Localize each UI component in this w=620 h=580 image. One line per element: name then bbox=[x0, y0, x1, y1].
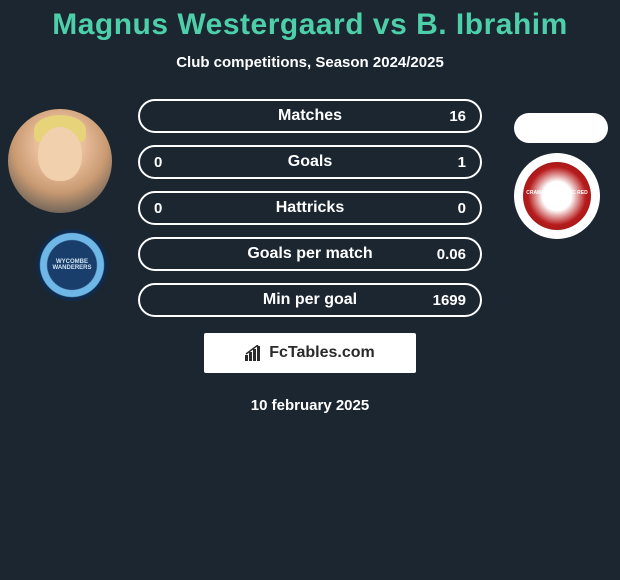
player-left-avatar bbox=[8, 109, 112, 213]
stat-left-value: 0 bbox=[154, 200, 162, 217]
table-row: 0 Goals 1 bbox=[138, 145, 482, 179]
stat-label: Min per goal bbox=[263, 291, 357, 309]
club-right-badge: CRAWLEY TOWN FC RED DEVILS bbox=[514, 153, 600, 239]
table-row: Goals per match 0.06 bbox=[138, 237, 482, 271]
brand-text: FcTables.com bbox=[269, 344, 375, 362]
stat-right-value: 1699 bbox=[433, 292, 466, 309]
brand-badge: FcTables.com bbox=[204, 333, 416, 373]
stat-label: Goals per match bbox=[247, 245, 372, 263]
stat-label: Goals bbox=[288, 153, 332, 171]
stat-right-value: 0.06 bbox=[437, 246, 466, 263]
page-subtitle: Club competitions, Season 2024/2025 bbox=[0, 54, 620, 71]
stats-table: Matches 16 0 Goals 1 0 Hattricks 0 Goals… bbox=[138, 99, 482, 329]
table-row: 0 Hattricks 0 bbox=[138, 191, 482, 225]
stat-right-value: 16 bbox=[449, 108, 466, 125]
stat-left-value: 0 bbox=[154, 154, 162, 171]
stat-right-value: 0 bbox=[458, 200, 466, 217]
club-left-badge: WYCOMBE WANDERERS bbox=[36, 229, 108, 301]
club-right-label: CRAWLEY TOWN FC RED DEVILS bbox=[523, 162, 591, 230]
stat-right-value: 1 bbox=[458, 154, 466, 171]
player-right-avatar bbox=[514, 113, 608, 143]
table-row: Min per goal 1699 bbox=[138, 283, 482, 317]
bar-chart-icon bbox=[245, 345, 263, 361]
date-text: 10 february 2025 bbox=[0, 397, 620, 414]
table-row: Matches 16 bbox=[138, 99, 482, 133]
club-left-label: WYCOMBE WANDERERS bbox=[49, 259, 95, 271]
stat-label: Matches bbox=[278, 107, 342, 125]
page-title: Magnus Westergaard vs B. Ibrahim bbox=[0, 0, 620, 42]
stat-label: Hattricks bbox=[276, 199, 344, 217]
